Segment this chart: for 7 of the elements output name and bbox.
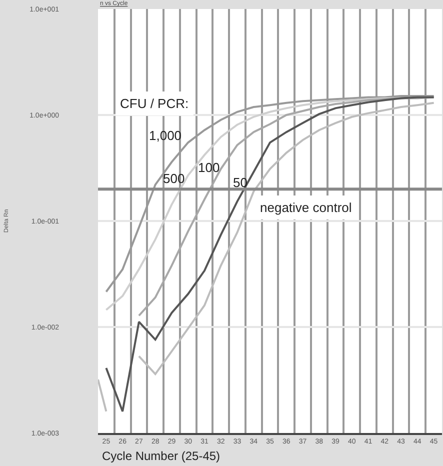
series-label: 50	[233, 175, 248, 190]
annotation: CFU / PCR:	[120, 96, 189, 111]
series-label: 500	[163, 171, 185, 186]
annotation: negative control	[260, 200, 352, 215]
x-axis-title: Cycle Number (25-45)	[102, 449, 220, 463]
series-label: 1,000	[149, 128, 182, 143]
series-label: 100	[198, 160, 220, 175]
